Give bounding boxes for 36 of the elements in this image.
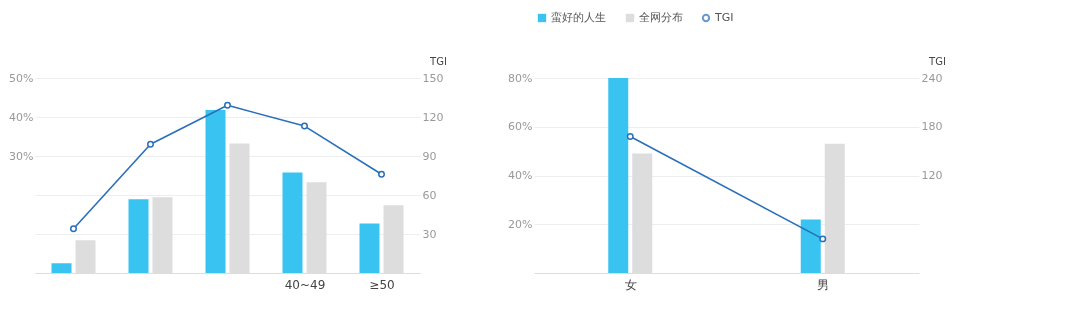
point — [70, 225, 77, 233]
legend-label: 全网分布 — [639, 11, 683, 24]
y-tick-label: 40% — [508, 169, 533, 182]
y2-tick-label: 90 — [422, 149, 437, 163]
y-tick-label: 80% — [508, 71, 533, 85]
legend-label: 蛮好的人生 — [551, 11, 606, 24]
y2-axis-title: TGI — [928, 55, 946, 67]
x-tick-label: ≥50 — [369, 277, 395, 292]
bar — [800, 219, 821, 273]
x-tick-label: 40~49 — [284, 277, 326, 292]
y2-axis-title: TGI — [429, 55, 447, 67]
legend-label: TGI — [714, 11, 734, 24]
x-tick-label: 女 — [624, 277, 637, 292]
bar — [282, 172, 303, 273]
y-tick-label: 30% — [9, 149, 34, 163]
bar — [128, 199, 149, 273]
x-tick-label: 男 — [817, 277, 830, 292]
y2-tick-label: 60 — [422, 188, 437, 202]
y2-tick-label: 120 — [422, 110, 444, 124]
point — [147, 140, 154, 148]
point — [224, 101, 231, 109]
y2-tick-label: 120 — [921, 169, 943, 182]
y-tick-label: 60% — [508, 120, 533, 134]
bar — [359, 223, 380, 273]
y2-tick-label: 180 — [921, 120, 943, 134]
y-tick-label: 50% — [9, 71, 34, 85]
bar — [205, 109, 226, 273]
y2-tick-label: 150 — [422, 71, 444, 85]
point — [378, 170, 385, 178]
bar — [51, 263, 72, 273]
bar — [608, 78, 629, 273]
y-tick-label: 40% — [9, 110, 34, 124]
y2-tick-label: 30 — [422, 227, 437, 241]
point — [301, 122, 308, 130]
y-tick-label: 20% — [508, 217, 533, 231]
y2-tick-label: 240 — [921, 71, 943, 85]
